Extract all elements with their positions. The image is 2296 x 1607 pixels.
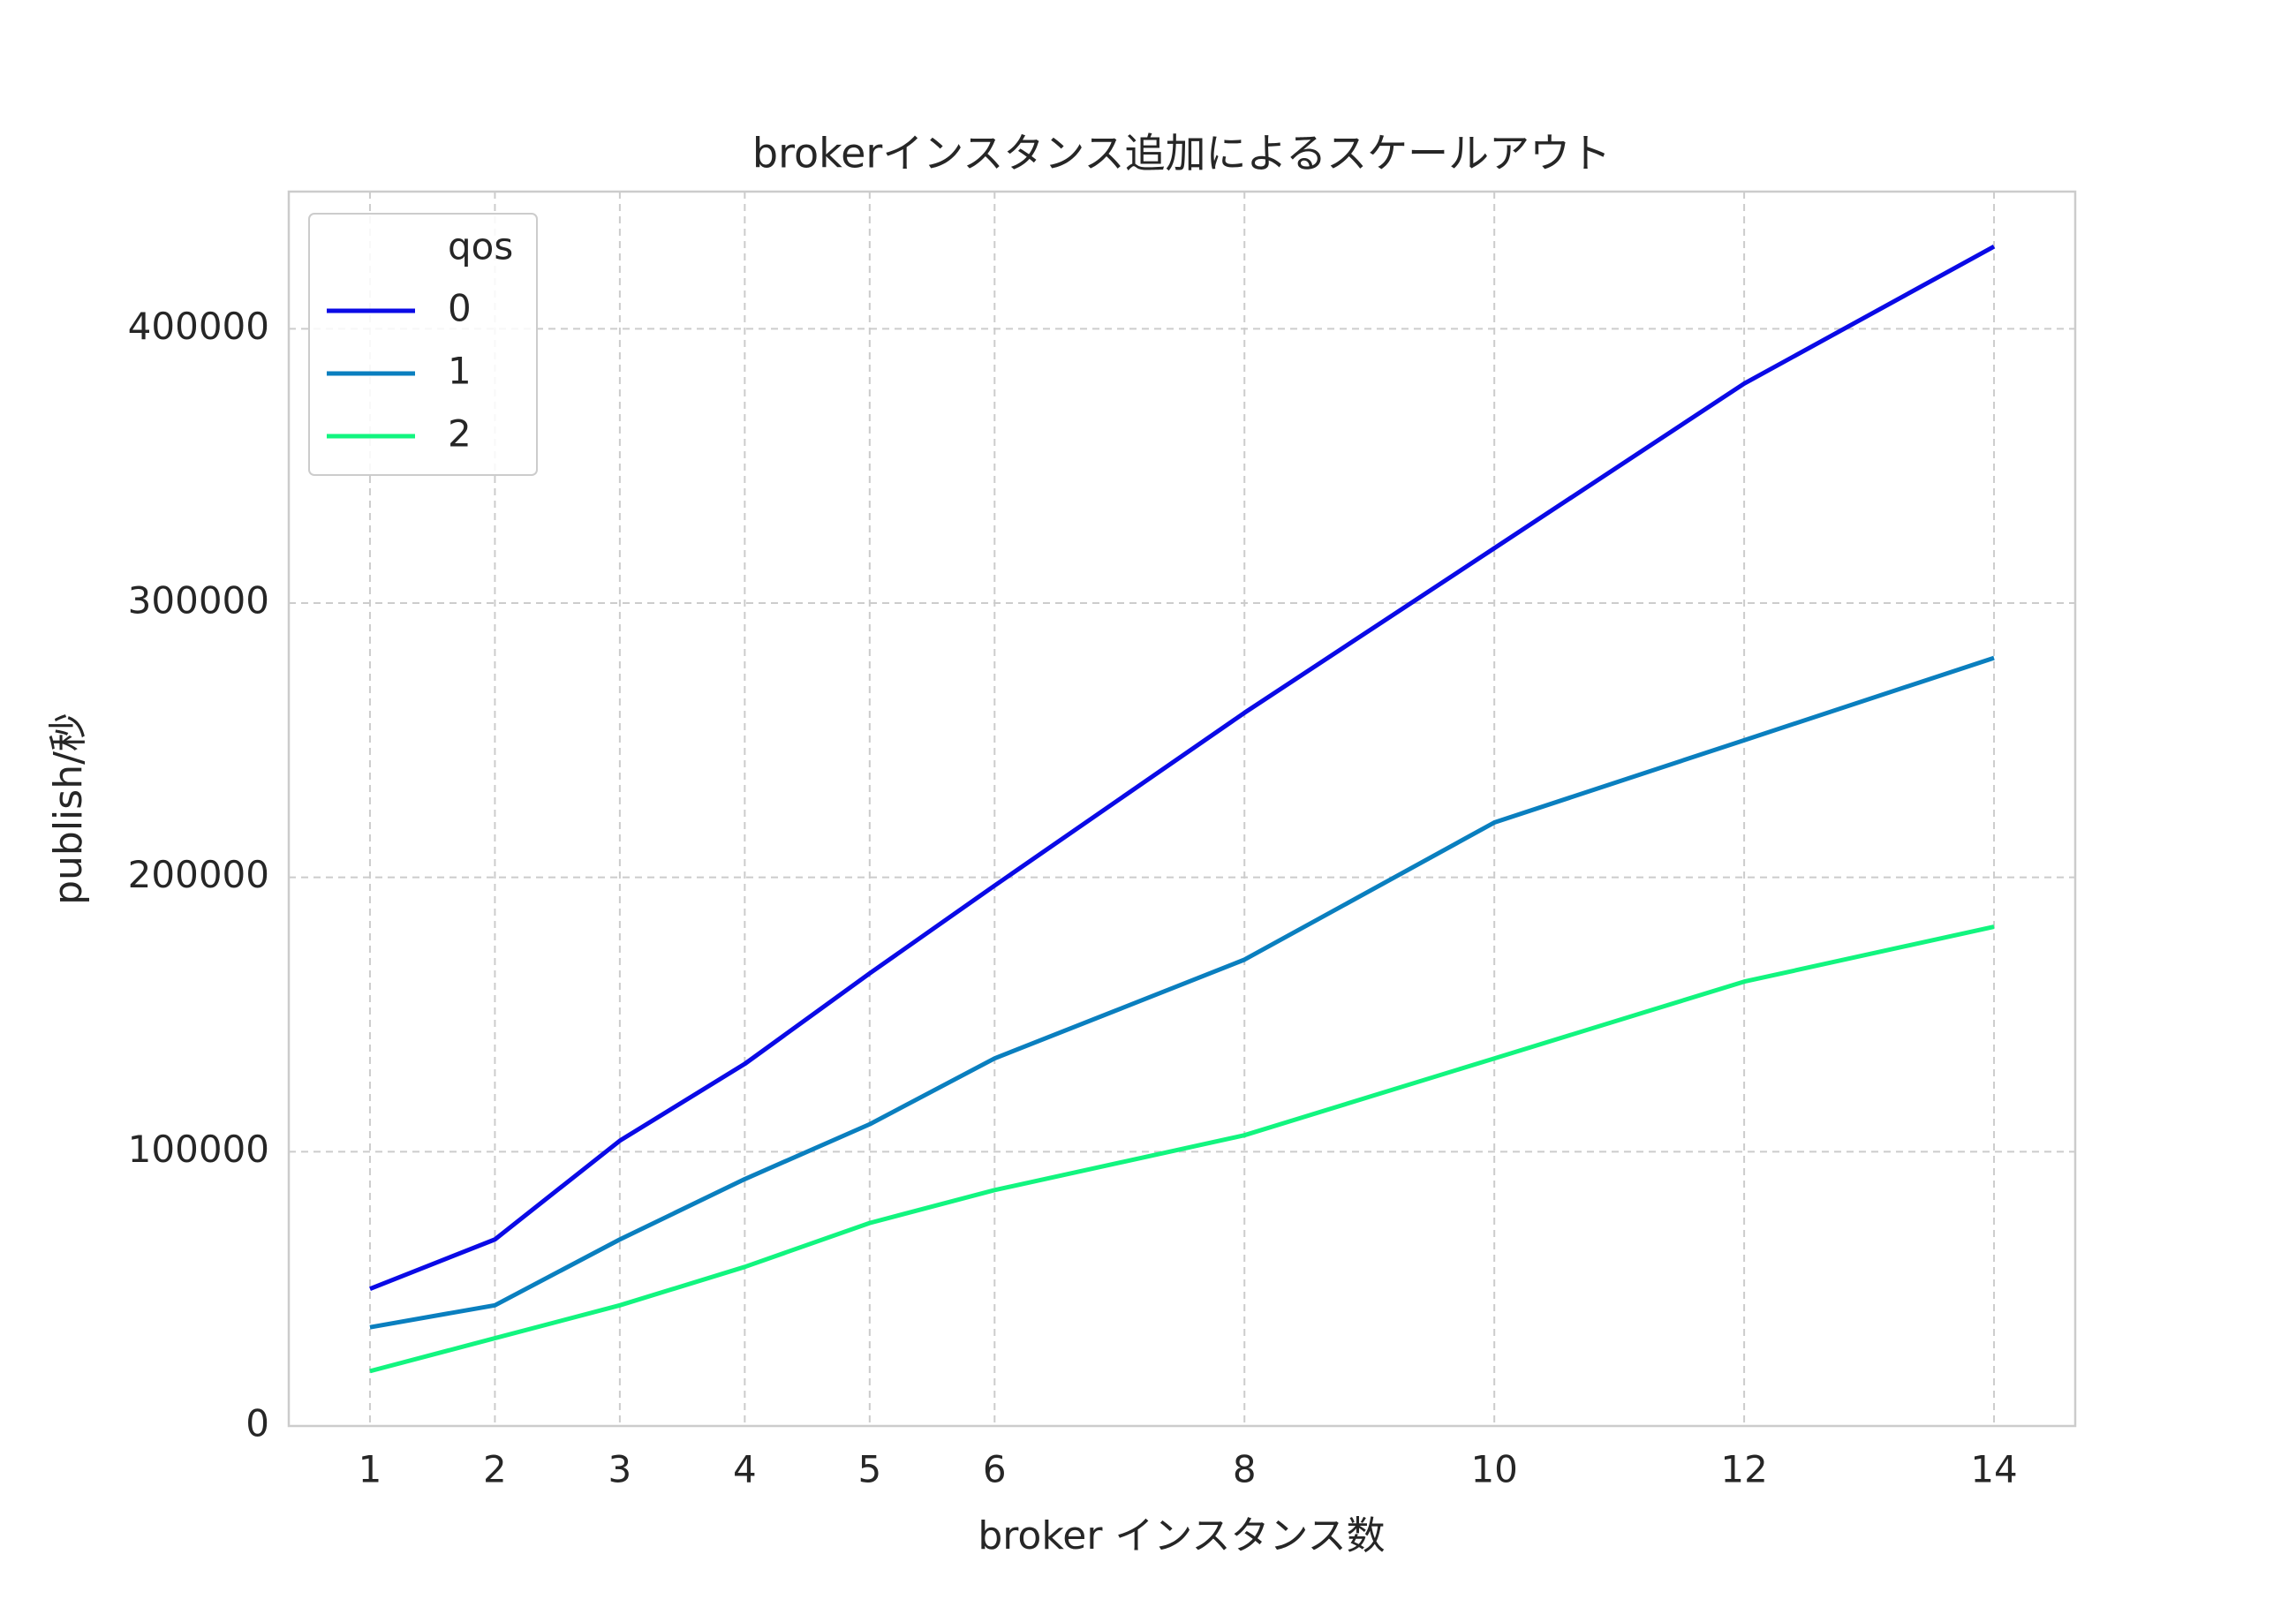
legend-label: 0 [448, 287, 472, 330]
x-tick-label: 6 [983, 1448, 1007, 1491]
x-tick-label: 8 [1233, 1448, 1257, 1491]
lines [369, 244, 1996, 1374]
plot-frame [287, 190, 2077, 1428]
x-tick-label: 12 [1720, 1448, 1767, 1491]
series-line [369, 924, 1995, 1374]
y-tick-label: 100000 [128, 1128, 269, 1171]
legend-box [308, 213, 538, 476]
chart-title: brokerインスタンス追加によるスケールアウト [752, 130, 1611, 177]
legend: qos 0 1 2 [308, 213, 538, 476]
series-line [369, 244, 1996, 1291]
x-tick-label: 2 [483, 1448, 507, 1491]
x-axis-label: broker インスタンス数 [978, 1513, 1385, 1558]
legend-title: qos [448, 225, 513, 268]
x-tick-label: 14 [1970, 1448, 2017, 1491]
y-axis-label: publish/秒 [46, 713, 91, 905]
legend-label: 2 [448, 412, 472, 456]
x-tick-label: 1 [359, 1448, 382, 1491]
series-line [369, 655, 1995, 1330]
x-tick-label: 3 [608, 1448, 632, 1491]
legend-label: 1 [448, 350, 472, 393]
y-tick-label: 400000 [128, 305, 269, 348]
y-tick-label: 200000 [128, 853, 269, 896]
x-tick-label: 5 [857, 1448, 881, 1491]
x-tick-label: 4 [733, 1448, 757, 1491]
x-tick-label: 10 [1470, 1448, 1517, 1491]
y-tick-label: 300000 [128, 579, 269, 622]
y-tick-label: 0 [245, 1402, 269, 1445]
grid [289, 192, 2075, 1427]
